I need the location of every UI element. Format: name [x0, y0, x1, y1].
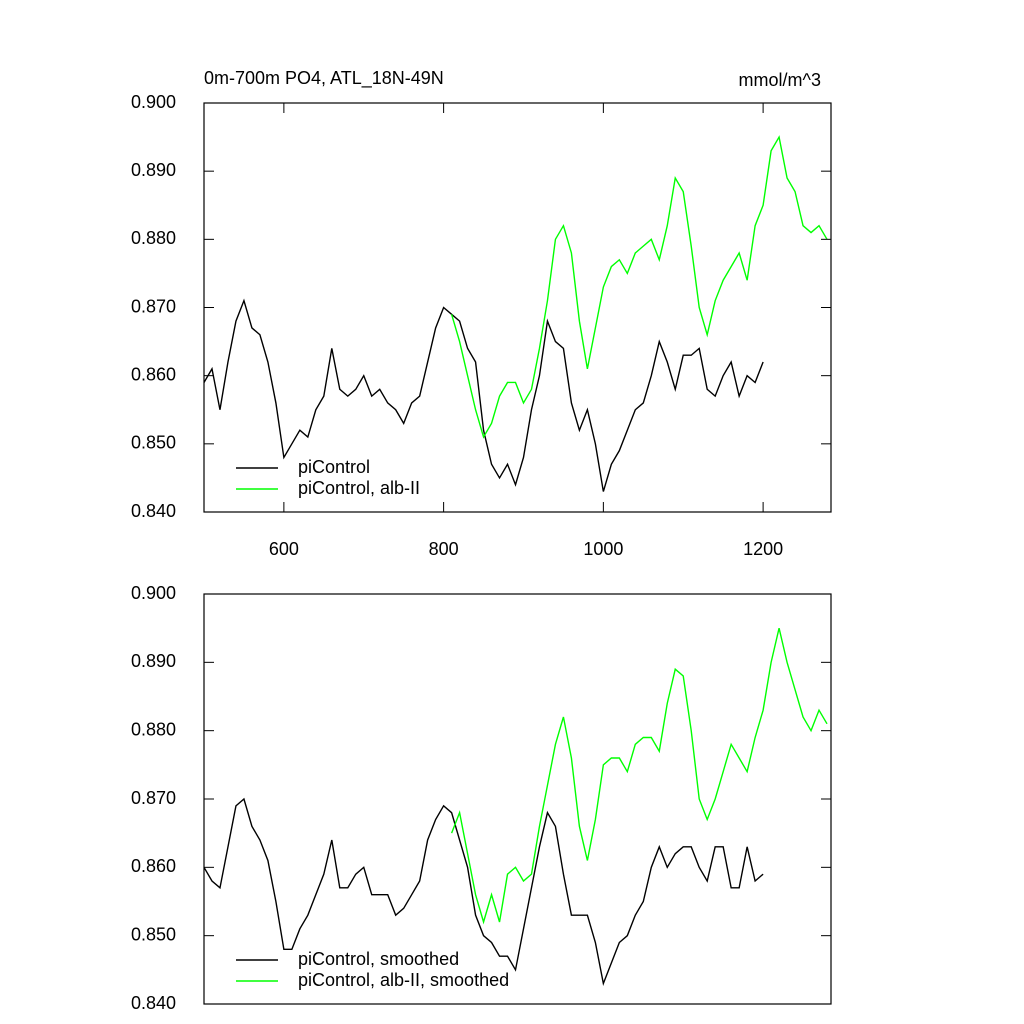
y-tick-label: 0.850: [131, 924, 176, 944]
y-tick-label: 0.870: [131, 296, 176, 316]
legend-label: piControl: [298, 457, 370, 477]
units-label: mmol/m^3: [739, 70, 821, 90]
y-tick-label: 0.890: [131, 651, 176, 671]
y-tick-label: 0.850: [131, 433, 176, 453]
chart-title: 0m-700m PO4, ATL_18N-49N: [204, 68, 444, 89]
y-tick-label: 0.880: [131, 719, 176, 739]
x-tick-label: 1000: [583, 539, 623, 559]
y-tick-label: 0.880: [131, 228, 176, 248]
y-tick-label: 0.870: [131, 788, 176, 808]
legend-label: piControl, smoothed: [298, 949, 459, 969]
y-tick-label: 0.860: [131, 364, 176, 384]
y-tick-label: 0.900: [131, 583, 176, 603]
x-tick-label: 600: [269, 539, 299, 559]
series-line: [203, 298, 764, 492]
y-tick-label: 0.860: [131, 856, 176, 876]
legend-label: piControl, alb-II, smoothed: [298, 970, 509, 990]
plot-frame: [203, 102, 832, 513]
y-tick-label: 0.890: [131, 160, 176, 180]
series-line: [450, 135, 828, 439]
y-tick-label: 0.840: [131, 501, 176, 521]
x-tick-label: 800: [429, 539, 459, 559]
series-line: [203, 797, 764, 987]
plot-frame: [203, 593, 832, 1005]
y-tick-label: 0.900: [131, 92, 176, 112]
legend-label: piControl, alb-II: [298, 478, 420, 498]
x-tick-label: 1200: [743, 539, 783, 559]
y-tick-label: 0.840: [131, 993, 176, 1013]
series-line: [450, 628, 828, 925]
